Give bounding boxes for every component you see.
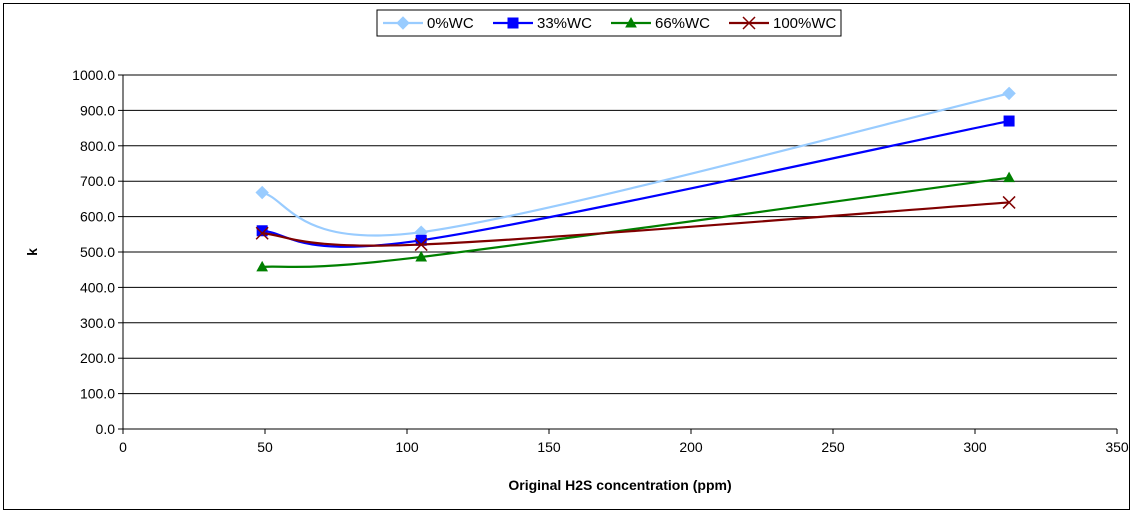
series-line [262, 201, 1010, 247]
x-tick-label: 100 [395, 439, 419, 455]
y-tick-label: 400.0 [80, 279, 115, 295]
marker-stroke [255, 226, 269, 240]
axes [118, 74, 1118, 434]
y-tick-label: 0.0 [96, 421, 116, 437]
legend-marker [507, 17, 519, 29]
legend-item: 66%WC [611, 15, 710, 32]
legend-label: 66%WC [655, 15, 710, 32]
y-tick-label: 900.0 [80, 102, 115, 118]
data-point [414, 238, 428, 252]
data-point [256, 260, 269, 272]
gridlines [123, 74, 1117, 395]
y-tick-label: 100.0 [80, 386, 115, 402]
x-tick-label: 300 [963, 439, 987, 455]
legend-label: 100%WC [773, 15, 837, 32]
chart-frame: 0.0 100.0 200.0 300.0 400.0 500.0 600.0 700.0 80… [3, 3, 1130, 510]
data-point [255, 185, 269, 200]
legend-marker [742, 16, 756, 30]
data-point [415, 250, 428, 262]
legend-marker [396, 16, 410, 30]
y-tick-label: 600.0 [80, 209, 115, 225]
x-tick-label: 50 [257, 439, 273, 455]
tick-labels: 0.0 100.0 200.0 300.0 400.0 500.0 600.0 700.0 80… [72, 67, 1129, 455]
y-tick-label: 500.0 [80, 244, 115, 260]
data-point [255, 226, 269, 240]
series-layer [255, 86, 1016, 272]
x-tick-label: 350 [1105, 439, 1129, 455]
x-tick-label: 0 [119, 439, 127, 455]
line-chart: 0.0 100.0 200.0 300.0 400.0 500.0 600.0 700.0 80… [24, 9, 1129, 493]
x-tick-label: 200 [679, 439, 703, 455]
marker-stroke [742, 16, 756, 30]
x-tick-label: 150 [537, 439, 561, 455]
x-axis-label: Original H2S concentration (ppm) [508, 477, 731, 493]
x-tick-label: 250 [821, 439, 845, 455]
legend-marker [625, 16, 637, 28]
data-point [1002, 86, 1016, 101]
y-tick-label: 1000.0 [72, 67, 115, 83]
legend: 0%WC 33%WC 66%WC 100%WC [376, 9, 842, 37]
series-line [261, 92, 1010, 237]
data-point [1003, 115, 1015, 127]
legend-label: 0%WC [427, 15, 474, 32]
marker-stroke [1002, 195, 1016, 209]
y-tick-label: 800.0 [80, 138, 115, 154]
series-line [262, 176, 1010, 269]
series-2 [256, 171, 1015, 272]
legend-item: 100%WC [729, 15, 837, 32]
data-point [1003, 171, 1015, 183]
y-axis-label: k [24, 248, 40, 256]
marker-stroke [414, 238, 428, 252]
legend-label: 33%WC [537, 15, 592, 32]
series-0 [255, 86, 1016, 239]
data-point [1002, 195, 1016, 209]
data-point [256, 225, 268, 237]
y-tick-label: 300.0 [80, 315, 115, 331]
legend-item: 33%WC [493, 15, 592, 32]
legend-item: 0%WC [383, 15, 474, 32]
y-tick-label: 700.0 [80, 173, 115, 189]
series-3 [255, 195, 1016, 252]
y-tick-label: 200.0 [80, 350, 115, 366]
